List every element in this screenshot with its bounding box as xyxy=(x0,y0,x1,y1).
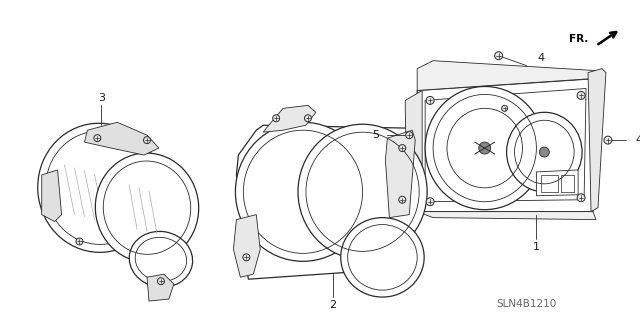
Polygon shape xyxy=(263,105,316,132)
Ellipse shape xyxy=(507,112,582,192)
Polygon shape xyxy=(417,61,596,91)
Ellipse shape xyxy=(273,115,280,122)
Polygon shape xyxy=(147,274,174,301)
Ellipse shape xyxy=(243,254,250,261)
Ellipse shape xyxy=(426,96,434,104)
Ellipse shape xyxy=(157,278,164,285)
Ellipse shape xyxy=(406,132,413,139)
Text: 3: 3 xyxy=(98,93,105,103)
Ellipse shape xyxy=(38,123,161,252)
Polygon shape xyxy=(84,122,159,155)
Ellipse shape xyxy=(129,231,193,287)
Polygon shape xyxy=(588,69,606,211)
Ellipse shape xyxy=(502,105,508,111)
Ellipse shape xyxy=(425,86,545,210)
Polygon shape xyxy=(385,130,415,218)
Ellipse shape xyxy=(495,52,502,60)
Text: 4: 4 xyxy=(538,53,545,63)
Text: FR.: FR. xyxy=(569,34,588,44)
Ellipse shape xyxy=(298,124,427,259)
Ellipse shape xyxy=(236,122,371,261)
Ellipse shape xyxy=(479,142,491,154)
Ellipse shape xyxy=(604,136,612,144)
Ellipse shape xyxy=(76,238,83,245)
Polygon shape xyxy=(417,211,596,219)
Text: 2: 2 xyxy=(329,300,337,310)
Text: SLN4B1210: SLN4B1210 xyxy=(497,299,557,309)
Text: 5: 5 xyxy=(372,130,379,140)
Ellipse shape xyxy=(143,137,150,144)
Ellipse shape xyxy=(399,196,406,203)
Polygon shape xyxy=(405,91,422,218)
Text: 4: 4 xyxy=(635,135,640,145)
Ellipse shape xyxy=(577,194,585,202)
Ellipse shape xyxy=(340,218,424,297)
Ellipse shape xyxy=(426,198,434,206)
Ellipse shape xyxy=(399,145,406,152)
Text: 1: 1 xyxy=(533,242,540,252)
Polygon shape xyxy=(236,125,412,279)
Ellipse shape xyxy=(95,153,198,262)
Polygon shape xyxy=(234,215,260,277)
Polygon shape xyxy=(42,170,61,222)
Ellipse shape xyxy=(305,115,312,122)
Polygon shape xyxy=(417,78,596,211)
Ellipse shape xyxy=(577,92,585,100)
Ellipse shape xyxy=(540,147,549,157)
Polygon shape xyxy=(536,170,578,196)
Ellipse shape xyxy=(94,135,101,142)
